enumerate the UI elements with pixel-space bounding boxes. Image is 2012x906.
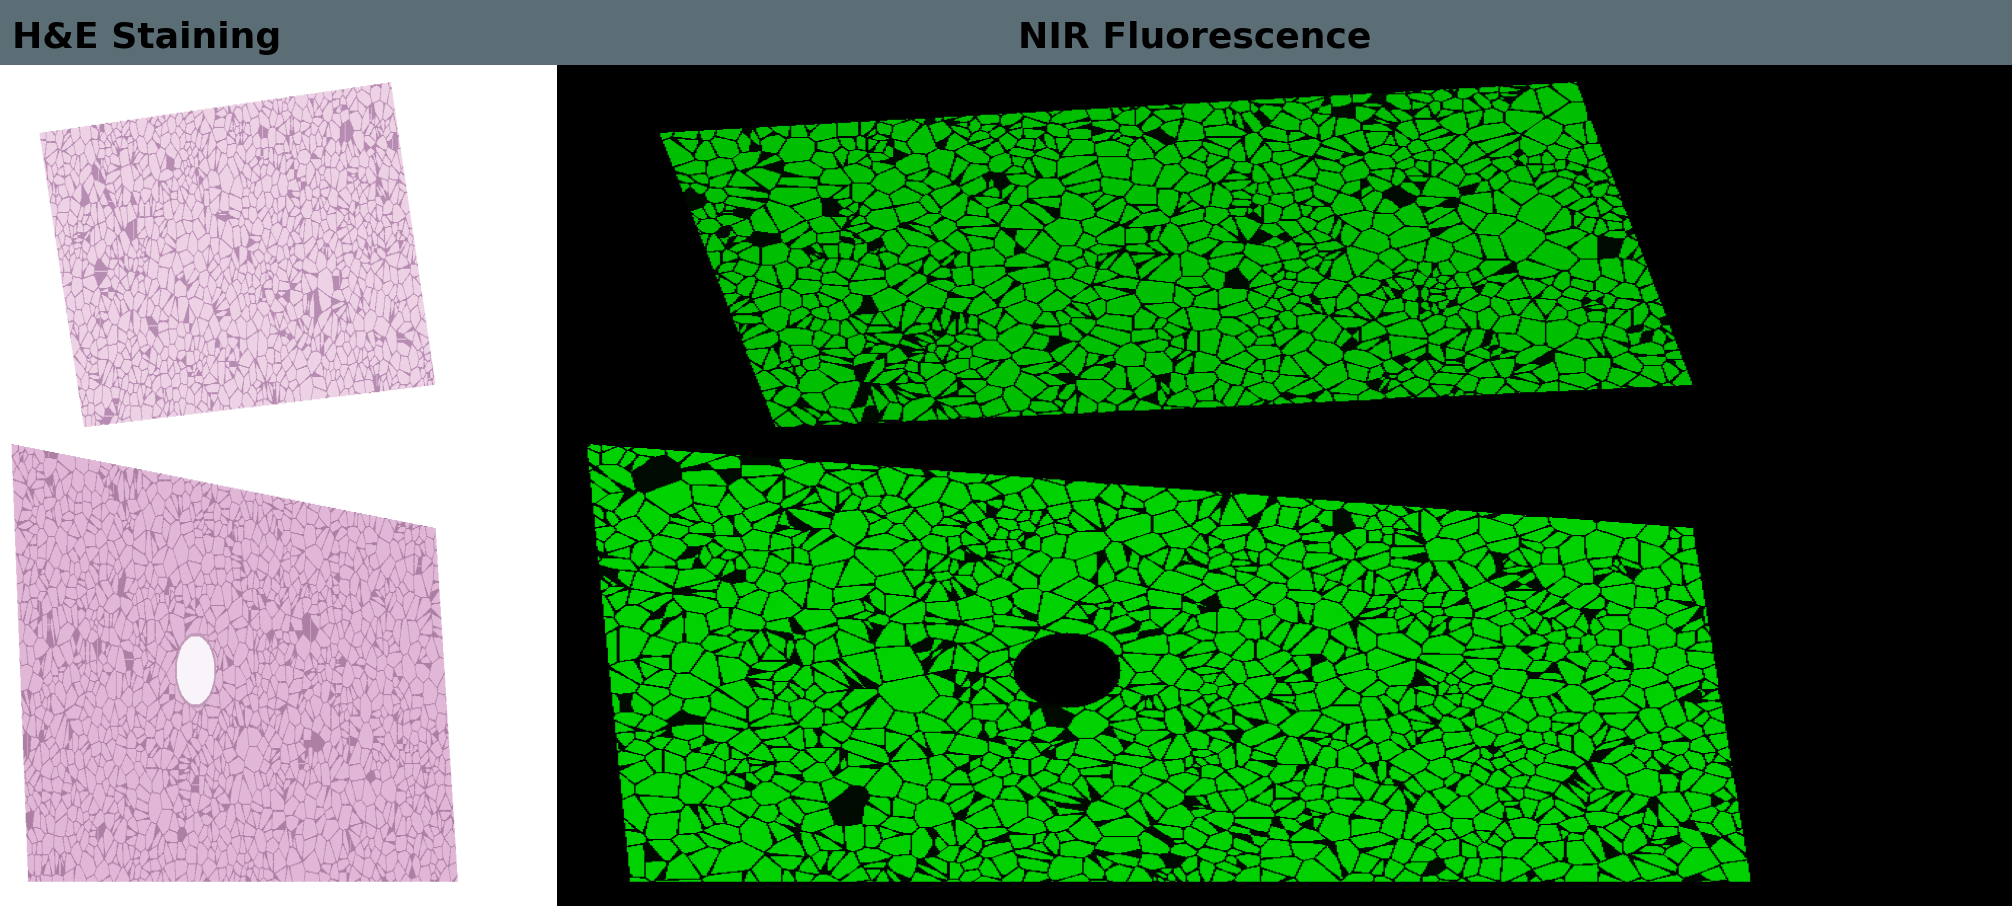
Text: H&E Staining: H&E Staining [12,21,282,55]
Text: NIR Fluorescence: NIR Fluorescence [1018,21,1372,55]
